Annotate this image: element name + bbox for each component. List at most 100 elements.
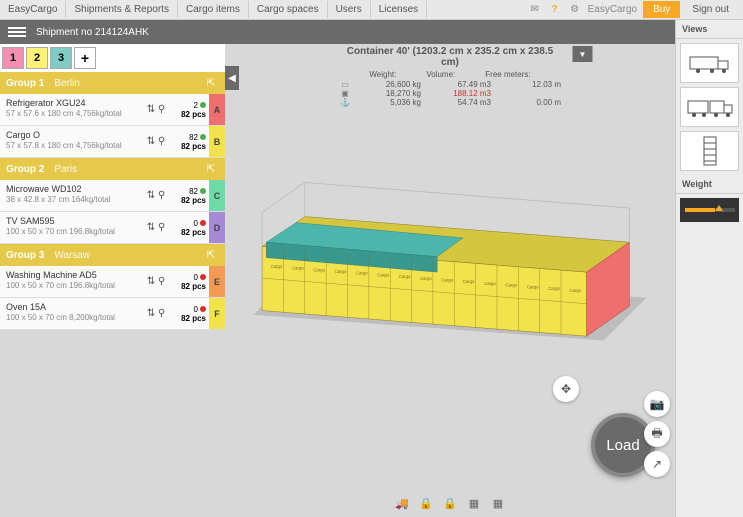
expand-icon[interactable]: ⇱ [203,164,219,175]
stat-free: 12.03 m [511,80,561,89]
grid-a-icon[interactable]: ▦ [466,495,482,511]
cargo-dims: 57 x 57.8 x 180 cm 4,756kg/total [6,141,135,150]
group-tab-2[interactable]: 2 [26,47,48,69]
group-header[interactable]: Group 2 Paris ⇱ [0,158,225,180]
cargo-row[interactable]: Cargo O 57 x 57.8 x 180 cm 4,756kg/total… [0,126,225,158]
group-header[interactable]: Group 1 Berlin ⇱ [0,72,225,94]
menu-cargo-spaces[interactable]: Cargo spaces [249,1,328,18]
shipment-bar: Shipment no 214124AHK [0,20,743,44]
group-tabs: 1 2 3 + [0,44,225,72]
cargo-name: TV SAM595 [6,216,135,226]
svg-text:Cargo: Cargo [420,276,432,281]
menu-licenses[interactable]: Licenses [371,1,427,18]
stat-weight: 18,270 kg [371,89,421,98]
grid-b-icon[interactable]: ▦ [490,495,506,511]
svg-text:Cargo: Cargo [292,266,304,271]
cargo-action-icons[interactable]: ⇅ ⚲ [141,94,171,125]
print-button[interactable]: 🖶 [644,421,670,447]
group-city: Paris [54,164,77,175]
status-dot [200,102,206,108]
cargo-row[interactable]: Washing Machine AD5 100 x 50 x 70 cm 196… [0,266,225,298]
container-title: Container 40' (1203.2 cm x 235.2 cm x 23… [338,46,563,68]
qty-top: 82 [189,133,198,142]
orbit-button[interactable]: ✥ [553,376,579,402]
cargo-color-swatch[interactable]: E [209,266,225,297]
menu-easycargo[interactable]: EasyCargo [0,1,66,18]
cargo-color-swatch[interactable]: B [209,126,225,157]
group-label: Group 2 [6,164,44,175]
svg-text:Cargo: Cargo [399,274,411,279]
svg-text:Cargo: Cargo [527,284,539,289]
cargo-row[interactable]: Oven 15A 100 x 50 x 70 cm 8,200kg/total … [0,298,225,330]
cargo-action-icons[interactable]: ⇅ ⚲ [141,266,171,297]
status-dot [200,220,206,226]
svg-text:Cargo: Cargo [484,281,496,286]
container-dropdown[interactable]: ▼ [573,46,593,62]
collapse-sidebar-button[interactable]: ◀ [225,66,239,90]
signout-button[interactable]: Sign out [686,1,735,18]
container-info: Container 40' (1203.2 cm x 235.2 cm x 23… [338,46,563,107]
stat-icon: ▣ [339,89,351,98]
menu-users[interactable]: Users [328,1,371,18]
cargo-action-icons[interactable]: ⇅ ⚲ [141,212,171,243]
share-button[interactable]: ↗ [644,451,670,477]
top-menu: EasyCargo Shipments & Reports Cargo item… [0,0,743,20]
cargo-color-swatch[interactable]: D [209,212,225,243]
expand-icon[interactable]: ⇱ [203,78,219,89]
buy-button[interactable]: Buy [643,1,680,18]
cargo-color-swatch[interactable]: A [209,94,225,125]
qty-pcs: 82 pcs [181,314,206,323]
cargo-name: Washing Machine AD5 [6,270,135,280]
stat-free: 0.00 m [511,98,561,107]
group-header[interactable]: Group 3 Warsaw ⇱ [0,244,225,266]
add-group-button[interactable]: + [74,47,96,69]
container-3d-view[interactable]: Cargo Cargo Cargo Cargo Cargo Cargo Cargo Car… [245,144,655,394]
group-tab-3[interactable]: 3 [50,47,72,69]
status-dot [200,306,206,312]
svg-text:Cargo: Cargo [548,286,560,291]
svg-text:Cargo: Cargo [506,283,518,288]
truck-icon[interactable]: 🚚 [394,495,410,511]
group-label: Group 3 [6,250,44,261]
cargo-dims: 100 x 50 x 70 cm 196.8kg/total [6,281,135,290]
cargo-color-swatch[interactable]: C [209,180,225,211]
cargo-row[interactable]: TV SAM595 100 x 50 x 70 cm 196.8kg/total… [0,212,225,244]
menu-cargo-items[interactable]: Cargo items [178,1,249,18]
status-dot [200,188,206,194]
group-tab-1[interactable]: 1 [2,47,24,69]
gear-icon[interactable]: ⚙ [568,3,582,17]
stat-volume: 67.49 m3 [441,80,491,89]
view-truck-side[interactable] [680,43,739,83]
header-free: Free meters: [485,70,530,79]
cargo-dims: 100 x 50 x 70 cm 196.8kg/total [6,227,135,236]
cargo-color-swatch[interactable]: F [209,298,225,329]
help-icon[interactable]: ? [548,3,562,17]
main-viewport: ◀ Container 40' (1203.2 cm x 235.2 cm x … [225,44,675,517]
qty-pcs: 82 pcs [181,110,206,119]
hamburger-icon[interactable] [8,27,26,37]
view-container-top[interactable] [680,131,739,171]
status-dot [200,274,206,280]
svg-text:Cargo: Cargo [271,264,283,269]
cargo-name: Cargo O [6,130,135,140]
mail-icon[interactable]: ✉ [528,3,542,17]
cargo-action-icons[interactable]: ⇅ ⚲ [141,298,171,329]
qty-pcs: 82 pcs [181,142,206,151]
svg-text:Cargo: Cargo [377,272,389,277]
weight-indicator[interactable] [680,198,739,222]
qty-top: 0 [194,273,198,282]
views-title: Views [676,20,743,39]
cargo-row[interactable]: Microwave WD102 38 x 42.8 x 37 cm 164kg/… [0,180,225,212]
lock-a-icon[interactable]: 🔒 [418,495,434,511]
header-weight: Weight: [369,70,396,79]
expand-icon[interactable]: ⇱ [203,250,219,261]
lock-b-icon[interactable]: 🔒 [442,495,458,511]
cargo-action-icons[interactable]: ⇅ ⚲ [141,180,171,211]
stat-weight: 26,600 kg [371,80,421,89]
view-truck-double[interactable] [680,87,739,127]
cargo-action-icons[interactable]: ⇅ ⚲ [141,126,171,157]
menu-shipments[interactable]: Shipments & Reports [66,1,178,18]
camera-button[interactable]: 📷 [644,391,670,417]
stat-icon: ⚓ [339,98,351,107]
cargo-row[interactable]: Refrigerator XGU24 57 x 57.6 x 180 cm 4,… [0,94,225,126]
